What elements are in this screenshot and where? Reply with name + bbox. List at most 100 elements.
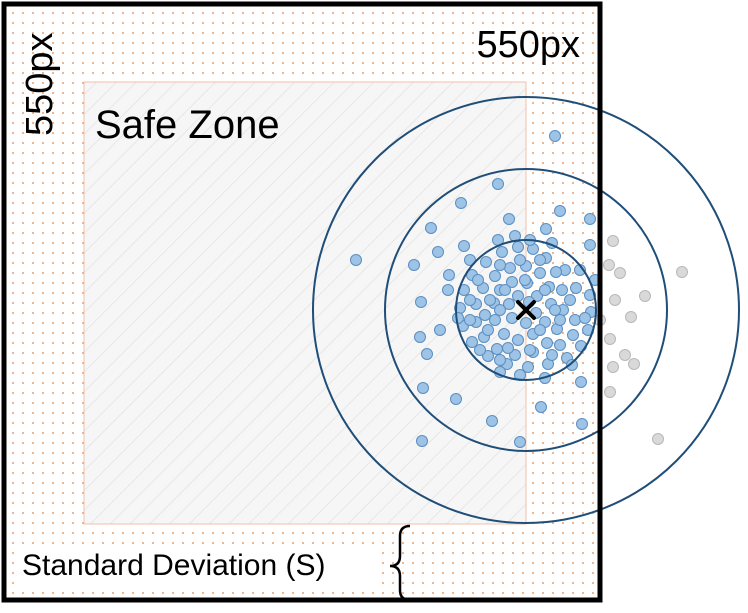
point-inside <box>524 344 536 356</box>
safe-zone-label: Safe Zone <box>95 103 280 147</box>
point-outside <box>625 311 637 323</box>
point-outside <box>607 235 619 247</box>
point-inside <box>492 178 504 190</box>
point-inside <box>474 344 486 356</box>
point-inside <box>434 324 446 336</box>
point-inside <box>550 266 562 278</box>
point-inside <box>489 270 501 282</box>
point-inside <box>512 290 524 302</box>
point-inside <box>450 393 462 405</box>
point-inside <box>480 256 492 268</box>
point-inside <box>484 294 496 306</box>
point-inside <box>496 246 508 258</box>
x-cross-icon <box>516 300 536 320</box>
point-inside <box>498 328 510 340</box>
point-inside <box>514 436 526 448</box>
point-inside <box>566 359 578 371</box>
point-inside <box>554 339 566 351</box>
point-inside <box>549 130 561 142</box>
point-outside <box>619 349 631 361</box>
point-inside <box>519 274 531 286</box>
point-inside <box>540 223 552 235</box>
point-inside <box>416 435 428 447</box>
point-inside <box>421 348 433 360</box>
point-inside <box>502 342 514 354</box>
point-outside <box>639 290 651 302</box>
point-inside <box>494 354 506 366</box>
point-inside <box>464 254 476 266</box>
point-inside <box>570 282 582 294</box>
point-inside <box>554 314 566 326</box>
point-inside <box>479 309 491 321</box>
point-inside <box>539 284 551 296</box>
point-inside <box>546 349 558 361</box>
point-inside <box>455 197 467 209</box>
point-inside <box>482 324 494 336</box>
point-inside <box>494 259 506 271</box>
point-inside <box>556 284 568 296</box>
point-inside <box>564 294 576 306</box>
point-inside <box>503 213 515 225</box>
point-inside <box>506 312 518 324</box>
point-inside <box>417 382 429 394</box>
point-inside <box>512 334 524 346</box>
point-inside <box>472 274 484 286</box>
point-inside <box>432 246 444 258</box>
point-inside <box>535 401 547 413</box>
point-inside <box>584 239 596 251</box>
std-dev-label: Standard Deviation (S) <box>22 549 326 582</box>
point-inside <box>443 269 455 281</box>
width-label: 550px <box>476 24 580 66</box>
ring-1-sd <box>455 239 597 381</box>
point-inside <box>466 336 478 348</box>
point-inside <box>442 284 454 296</box>
point-inside <box>494 304 506 316</box>
point-outside <box>607 361 619 373</box>
point-inside <box>549 304 561 316</box>
point-inside <box>350 254 362 266</box>
point-inside <box>584 289 596 301</box>
rings-layer <box>312 96 740 524</box>
point-inside <box>504 262 516 274</box>
point-inside <box>499 284 511 296</box>
point-inside <box>415 296 427 308</box>
point-outside <box>676 266 688 278</box>
point-inside <box>522 361 534 373</box>
point-inside <box>512 241 524 253</box>
point-inside <box>584 213 596 225</box>
point-inside <box>408 259 420 271</box>
ring-3-sd <box>312 96 740 524</box>
point-inside <box>534 267 546 279</box>
point-outside <box>603 259 615 271</box>
point-inside <box>534 324 546 336</box>
point-inside <box>464 314 476 326</box>
curly-brace-icon <box>389 524 411 602</box>
point-inside <box>579 312 591 324</box>
point-outside <box>609 294 621 306</box>
point-inside <box>541 337 553 349</box>
point-inside <box>534 254 546 266</box>
point-inside <box>489 314 501 326</box>
point-inside <box>491 343 503 355</box>
point-inside <box>575 340 587 352</box>
ring-2-sd <box>384 168 668 452</box>
point-inside <box>567 329 579 341</box>
point-inside <box>575 376 587 388</box>
point-inside <box>506 276 518 288</box>
safe-zone <box>83 81 527 525</box>
point-inside <box>569 314 581 326</box>
point-inside <box>514 254 526 266</box>
point-outside <box>604 386 616 398</box>
point-outside <box>652 433 664 445</box>
height-label: 550px <box>19 32 61 136</box>
point-inside <box>554 205 566 217</box>
point-inside <box>425 222 437 234</box>
point-inside <box>531 290 543 302</box>
point-inside <box>509 349 521 361</box>
point-inside <box>520 317 532 329</box>
point-inside <box>414 331 426 343</box>
point-inside <box>486 415 498 427</box>
point-inside <box>503 298 515 310</box>
